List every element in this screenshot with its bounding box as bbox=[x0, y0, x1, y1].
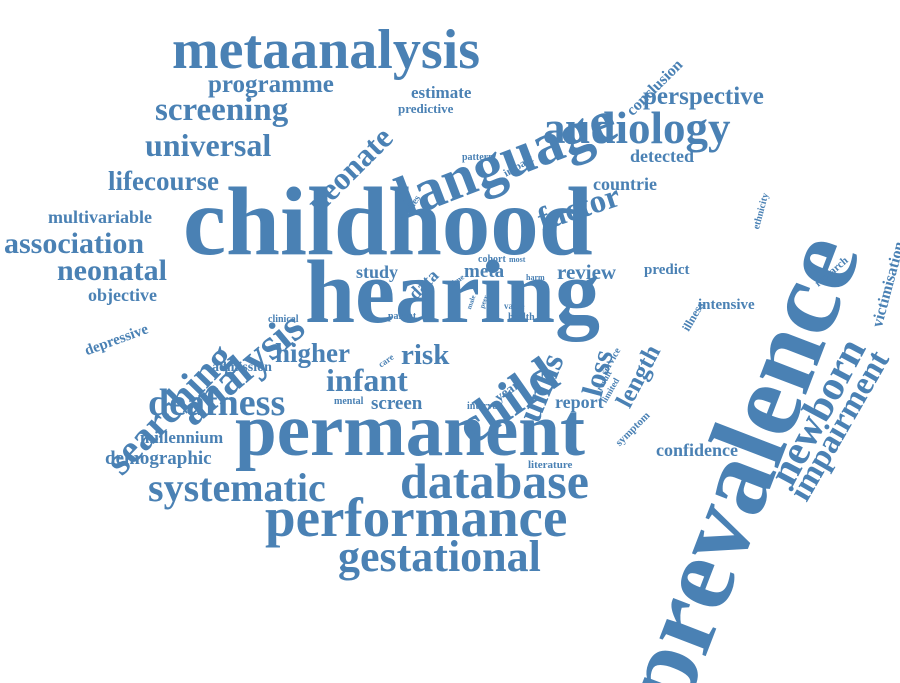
word-risk: risk bbox=[401, 339, 450, 371]
word-metaanalysis: metaanalysis bbox=[172, 19, 480, 81]
word-value: value bbox=[504, 301, 525, 311]
word-lifecourse: lifecourse bbox=[108, 166, 219, 196]
word-confidence: confidence bbox=[656, 440, 738, 460]
word-mental: mental bbox=[334, 396, 364, 407]
word-parent: parent bbox=[388, 311, 417, 322]
word-demographic: demographic bbox=[105, 448, 212, 469]
word-universal: universal bbox=[145, 127, 272, 163]
word-programme: programme bbox=[208, 71, 334, 98]
word-symptom: symptom bbox=[613, 409, 653, 449]
word-performance: performance bbox=[265, 487, 568, 548]
word-literature: literature bbox=[528, 459, 573, 471]
word-childhood: childhood bbox=[183, 168, 593, 275]
word-estimate: estimate bbox=[411, 83, 472, 102]
word-perspective: perspective bbox=[643, 83, 764, 110]
word-objective: objective bbox=[88, 285, 157, 305]
word-harm: harm bbox=[526, 273, 545, 282]
word-depressive: depressive bbox=[82, 321, 151, 360]
word-most: most bbox=[509, 255, 526, 264]
word-countrie: countrie bbox=[593, 174, 657, 194]
word-victimisation: victimisation bbox=[869, 239, 900, 330]
word-infant: infant bbox=[326, 362, 408, 398]
word-study: study bbox=[356, 262, 399, 282]
word-neonatal: neonatal bbox=[57, 254, 168, 287]
word-deafness: deafness bbox=[148, 382, 286, 424]
word-screen: screen bbox=[371, 393, 423, 414]
word-gestational: gestational bbox=[338, 532, 541, 581]
word-database: database bbox=[400, 453, 589, 509]
word-higher: higher bbox=[275, 338, 351, 368]
word-review: review bbox=[557, 260, 617, 284]
word-hearing: hearing bbox=[305, 243, 601, 342]
word-permanent: permanent bbox=[235, 389, 585, 472]
word-meta: meta bbox=[464, 261, 505, 282]
word-interval: interval bbox=[467, 401, 501, 412]
word-detected: detected bbox=[630, 146, 694, 166]
word-pattern: pattern bbox=[462, 152, 494, 163]
word-illness: illness bbox=[679, 299, 707, 334]
word-millennium: millennium bbox=[140, 428, 224, 447]
word-admission: admission bbox=[212, 360, 272, 375]
word-health: health bbox=[508, 312, 535, 323]
word-predict: predict bbox=[644, 262, 690, 278]
word-clinical: clinical bbox=[268, 314, 299, 325]
word-report: report bbox=[555, 392, 604, 412]
word-predictive: predictive bbox=[398, 101, 454, 116]
word-systematic: systematic bbox=[148, 465, 326, 510]
word-multivariable: multivariable bbox=[48, 207, 152, 227]
word-screening: screening bbox=[155, 92, 289, 128]
word-audiology: audiology bbox=[543, 103, 731, 153]
word-cohort: cohort bbox=[478, 254, 506, 265]
word-intensive: intensive bbox=[698, 297, 755, 313]
word-association: association bbox=[4, 227, 145, 260]
